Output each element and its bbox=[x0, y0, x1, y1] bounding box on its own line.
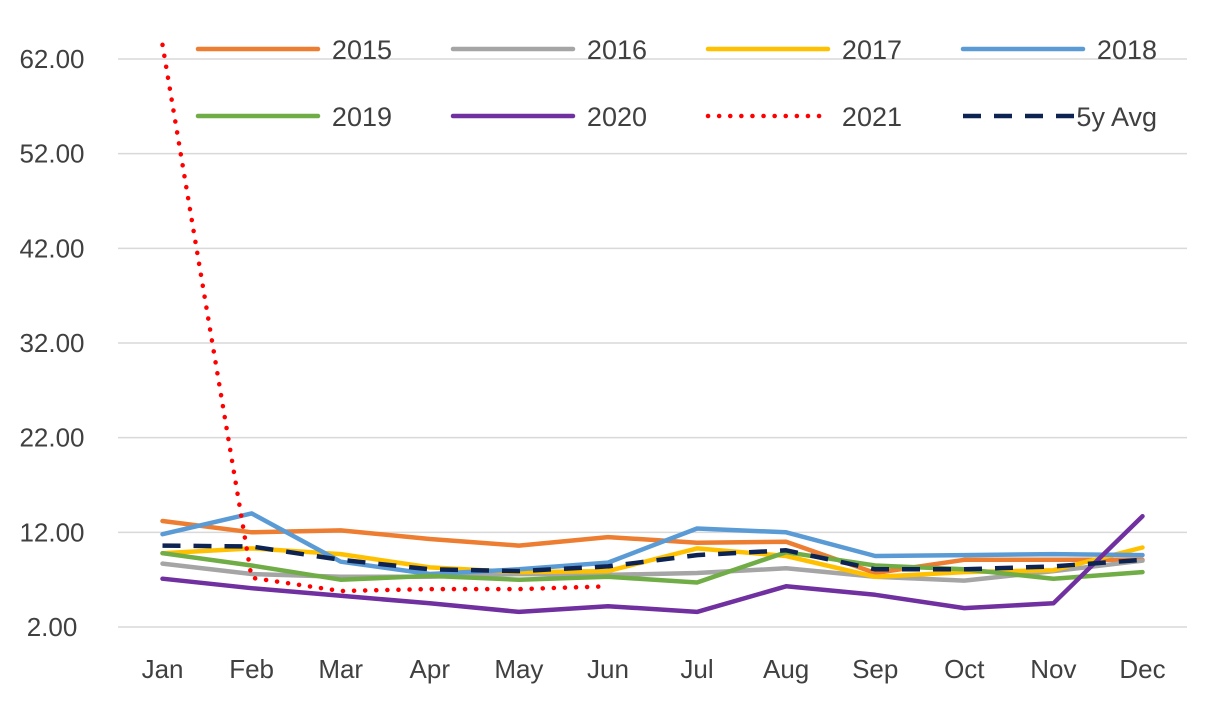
series-line-2015 bbox=[160, 518, 1145, 576]
y-tick-label: 12.00 bbox=[19, 517, 84, 547]
series-lines bbox=[160, 42, 1145, 615]
x-tick-label: Nov bbox=[1030, 654, 1076, 684]
legend-label: 2021 bbox=[842, 102, 902, 132]
y-tick-label: 2.00 bbox=[27, 612, 78, 642]
y-tick-label: 32.00 bbox=[19, 328, 84, 358]
series-line-2018 bbox=[160, 511, 1145, 577]
x-tick-label: Dec bbox=[1119, 654, 1165, 684]
x-tick-label: Feb bbox=[229, 654, 274, 684]
legend-label: 2016 bbox=[587, 35, 647, 65]
y-axis-ticks: 2.00 12.00 22.00 32.00 42.00 52.00 62.00 bbox=[19, 44, 84, 642]
y-tick-label: 42.00 bbox=[19, 233, 84, 263]
x-tick-label: Jun bbox=[587, 654, 629, 684]
legend-label: 2020 bbox=[587, 102, 647, 132]
series-line-2021 bbox=[160, 42, 611, 594]
y-tick-label: 62.00 bbox=[19, 44, 84, 74]
legend-label: 2017 bbox=[842, 35, 902, 65]
y-tick-label: 22.00 bbox=[19, 423, 84, 453]
y-tick-label: 52.00 bbox=[19, 139, 84, 169]
x-tick-label: Jan bbox=[142, 654, 184, 684]
x-tick-label: May bbox=[494, 654, 543, 684]
legend: 2015 2016 2017 2018 2019 2020 2021 5y Avg bbox=[195, 35, 1157, 132]
legend-label: 5y Avg bbox=[1076, 102, 1157, 132]
series-line-5y-avg bbox=[162, 543, 1143, 574]
legend-label: 2018 bbox=[1097, 35, 1157, 65]
x-tick-label: Jul bbox=[680, 654, 713, 684]
x-tick-label: Apr bbox=[410, 654, 451, 684]
x-tick-label: Aug bbox=[763, 654, 809, 684]
legend-label: 2015 bbox=[332, 35, 392, 65]
x-tick-label: Sep bbox=[852, 654, 898, 684]
legend-label: 2019 bbox=[332, 102, 392, 132]
series-line-2020 bbox=[160, 513, 1145, 615]
x-axis-ticks: Jan Feb Mar Apr May Jun Jul Aug Sep Oct Nov Dec bbox=[142, 654, 1166, 684]
x-tick-label: Oct bbox=[944, 654, 985, 684]
x-tick-label: Mar bbox=[318, 654, 363, 684]
